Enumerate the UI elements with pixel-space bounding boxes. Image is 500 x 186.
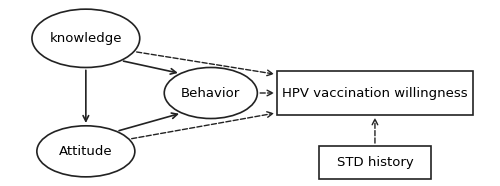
FancyBboxPatch shape [277,71,473,115]
Text: Attitude: Attitude [59,145,112,158]
Ellipse shape [37,126,135,177]
Text: HPV vaccination willingness: HPV vaccination willingness [282,86,468,100]
Text: STD history: STD history [336,156,413,169]
Ellipse shape [32,9,140,68]
Text: Behavior: Behavior [181,86,240,100]
Ellipse shape [164,68,258,118]
FancyBboxPatch shape [318,146,432,179]
Text: knowledge: knowledge [50,32,122,45]
